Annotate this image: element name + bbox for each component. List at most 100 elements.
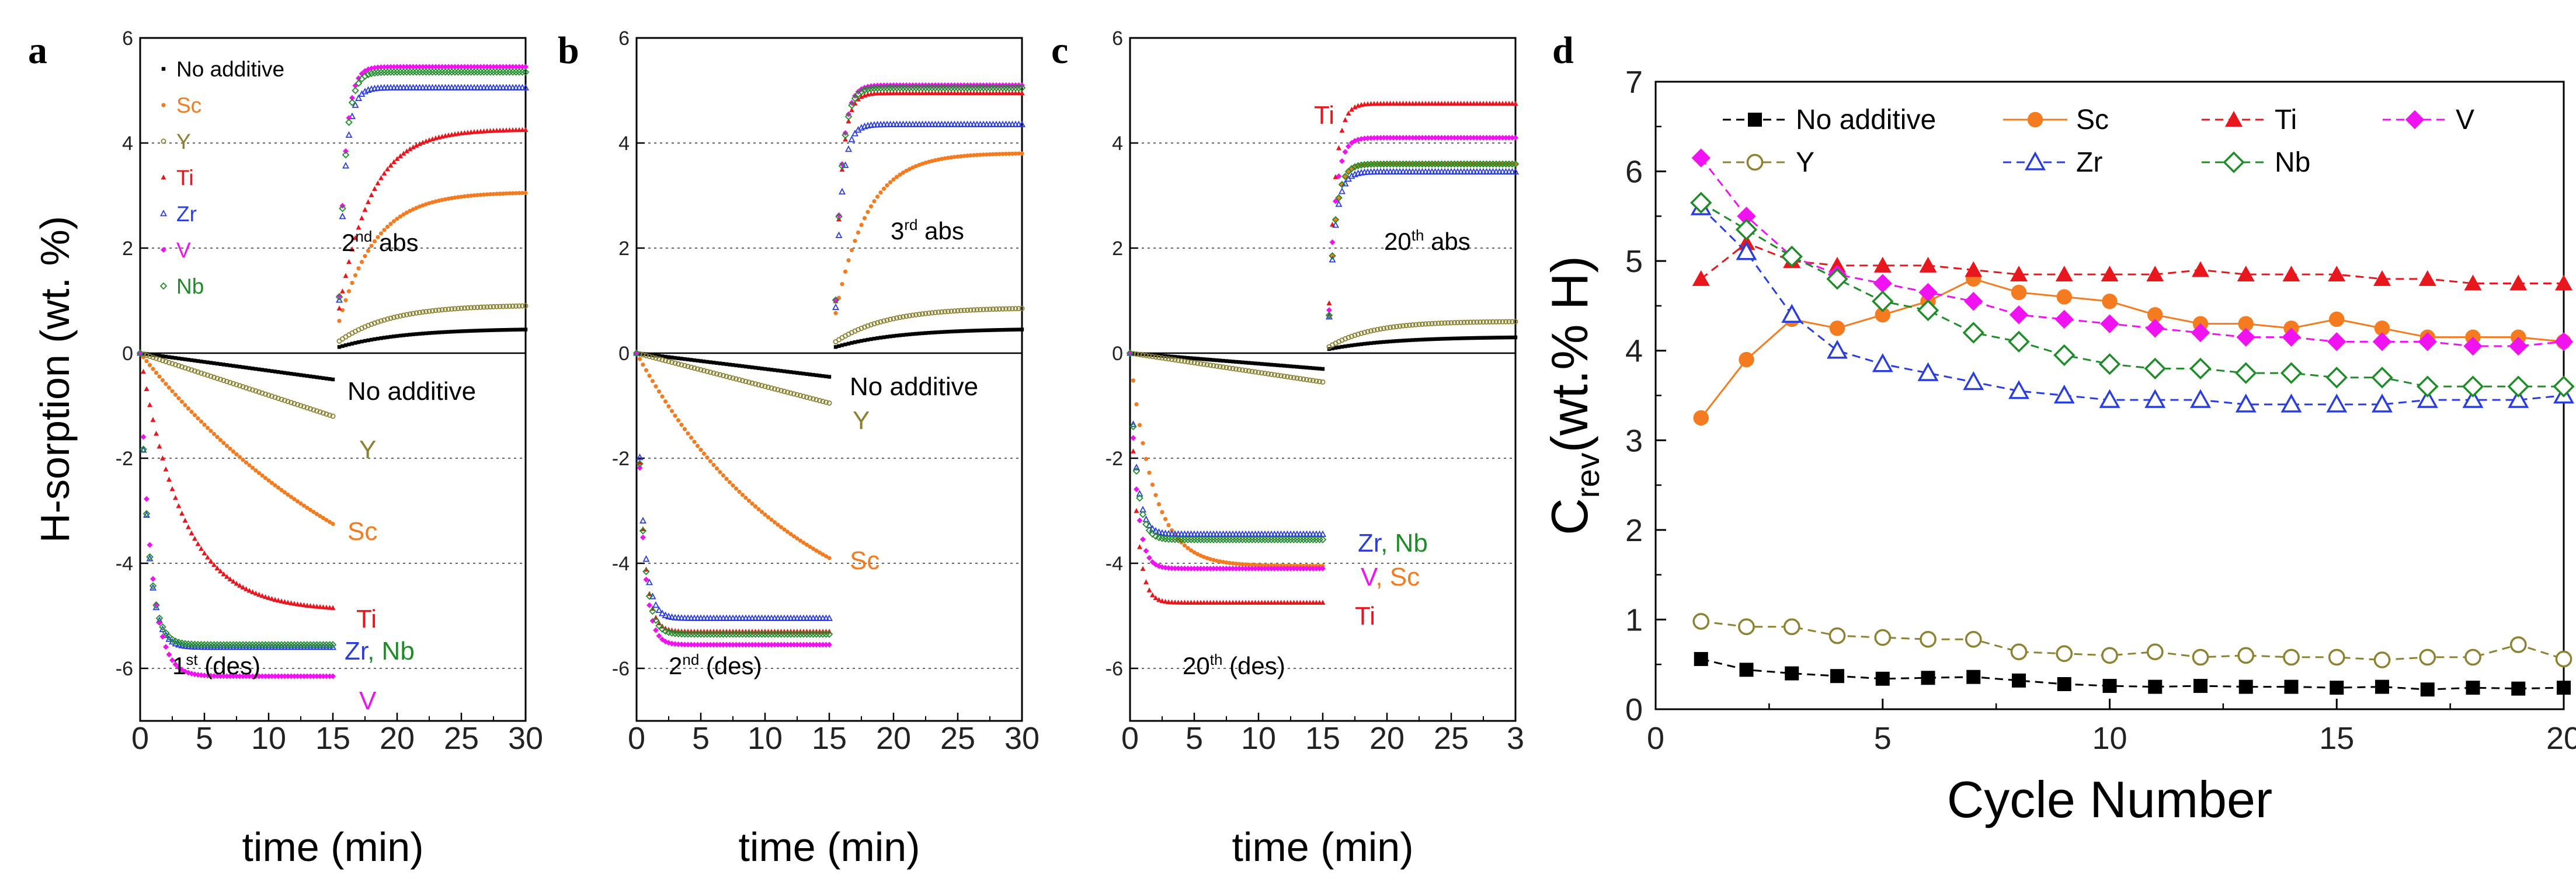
data-point — [1176, 357, 1181, 363]
data-point — [692, 358, 697, 362]
des-annotation-text: (des) — [699, 652, 762, 679]
data-point — [679, 357, 684, 361]
series-nb — [1126, 160, 1520, 543]
data-point — [140, 445, 147, 453]
x-tick-label: 3 — [1507, 721, 1524, 756]
data-point — [1348, 333, 1354, 339]
data-point — [2417, 375, 2439, 398]
data-point — [2235, 362, 2257, 384]
data-point — [507, 191, 512, 196]
data-point — [318, 514, 322, 518]
data-point — [1278, 566, 1284, 571]
data-point — [1451, 135, 1458, 141]
data-point — [272, 395, 278, 400]
data-point — [794, 392, 800, 398]
data-point — [1393, 323, 1399, 329]
data-point — [414, 205, 419, 210]
data-point — [637, 459, 642, 465]
data-point — [730, 375, 736, 381]
data-point — [369, 337, 374, 342]
data-point — [816, 642, 823, 648]
data-point — [1198, 553, 1203, 558]
data-point — [2192, 649, 2209, 666]
end-label-part: V — [359, 686, 377, 715]
data-point — [257, 367, 261, 371]
data-point — [971, 153, 976, 158]
data-point — [826, 614, 833, 621]
data-point — [801, 371, 806, 376]
data-point — [1872, 353, 1893, 372]
data-point — [958, 308, 964, 313]
data-point — [1400, 135, 1406, 141]
data-point — [644, 353, 649, 358]
data-point — [510, 303, 516, 309]
data-point — [349, 246, 355, 252]
data-point — [1692, 270, 1710, 286]
data-point — [401, 64, 406, 70]
data-point — [670, 355, 674, 360]
data-point — [904, 333, 909, 337]
data-point — [795, 371, 799, 375]
data-point — [1227, 560, 1232, 566]
data-point — [167, 355, 171, 359]
data-point — [1233, 566, 1239, 571]
data-point — [641, 352, 645, 356]
data-point — [256, 673, 262, 679]
data-point — [666, 358, 672, 364]
data-point — [314, 673, 320, 679]
data-point — [247, 366, 252, 370]
data-point — [870, 85, 878, 92]
data-point — [281, 398, 287, 403]
data-point — [733, 486, 739, 491]
data-point — [1314, 366, 1319, 371]
data-point — [1316, 379, 1322, 385]
data-point — [356, 224, 361, 230]
data-point — [343, 343, 348, 347]
data-point — [1134, 486, 1139, 493]
y-tick-label: 2 — [1112, 238, 1123, 260]
legend-marker — [1748, 113, 1762, 127]
data-point — [814, 397, 819, 403]
data-point — [2371, 367, 2393, 389]
data-point — [491, 191, 496, 197]
legend-marker — [161, 67, 166, 71]
data-point — [1150, 354, 1156, 360]
data-point — [1179, 565, 1184, 571]
data-point — [1166, 565, 1171, 571]
data-point — [901, 314, 906, 320]
data-point — [942, 309, 948, 315]
data-point — [522, 83, 529, 90]
panel-letter: b — [558, 29, 579, 72]
data-point — [259, 673, 265, 679]
data-point — [201, 371, 207, 377]
data-point — [378, 64, 384, 71]
legend-marker — [2025, 151, 2046, 170]
data-point — [427, 331, 432, 335]
series-y — [1127, 319, 1518, 385]
data-point — [301, 602, 307, 608]
data-point — [440, 330, 444, 334]
data-point — [881, 318, 887, 324]
data-point — [1442, 337, 1447, 341]
data-point — [1134, 508, 1139, 513]
end-label-part: Y — [853, 406, 870, 435]
y-tick-label: -6 — [612, 658, 630, 680]
data-point — [2237, 647, 2255, 664]
data-point — [1018, 120, 1025, 127]
data-point — [1339, 127, 1345, 133]
series-nb — [1690, 191, 2575, 398]
data-point — [865, 323, 871, 329]
des-annotation-sup: st — [186, 651, 198, 668]
data-point — [2327, 332, 2346, 351]
data-point — [1346, 143, 1351, 149]
data-point — [497, 304, 503, 309]
data-point — [172, 362, 178, 368]
data-point — [1477, 135, 1483, 141]
data-point — [484, 64, 490, 70]
data-point — [775, 387, 781, 393]
data-point — [481, 304, 487, 310]
data-point — [1875, 671, 1890, 686]
data-point — [2325, 367, 2348, 389]
data-point — [304, 405, 310, 411]
data-point — [927, 330, 931, 335]
